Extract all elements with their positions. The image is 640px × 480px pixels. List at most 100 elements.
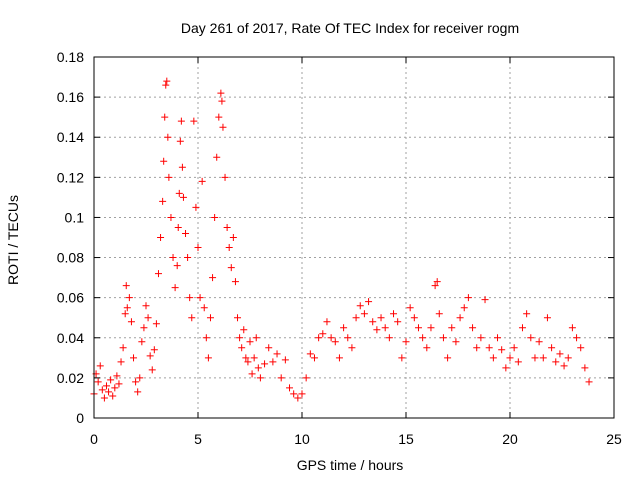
data-point bbox=[211, 213, 219, 221]
data-point bbox=[188, 314, 196, 322]
data-point bbox=[469, 324, 477, 332]
data-point bbox=[560, 362, 568, 370]
data-point bbox=[294, 394, 302, 402]
data-point bbox=[265, 344, 273, 352]
axis-ticks bbox=[93, 56, 615, 419]
data-point bbox=[573, 334, 581, 342]
data-point bbox=[105, 388, 113, 396]
data-point bbox=[115, 380, 123, 388]
data-point bbox=[577, 344, 585, 352]
data-point bbox=[556, 350, 564, 358]
data-point bbox=[331, 338, 339, 346]
data-point bbox=[234, 314, 242, 322]
data-point bbox=[136, 374, 144, 382]
data-point bbox=[94, 378, 102, 386]
chart-title: Day 261 of 2017, Rate Of TEC Index for r… bbox=[181, 20, 519, 36]
data-point bbox=[502, 364, 510, 372]
x-tick-label: 5 bbox=[194, 431, 202, 447]
data-point bbox=[140, 324, 148, 332]
data-point bbox=[174, 223, 182, 231]
data-point bbox=[148, 366, 156, 374]
data-point bbox=[381, 324, 389, 332]
data-point bbox=[506, 354, 514, 362]
data-point bbox=[581, 364, 589, 372]
data-point bbox=[111, 384, 119, 392]
data-point bbox=[130, 354, 138, 362]
data-point bbox=[164, 133, 172, 141]
data-point bbox=[464, 294, 472, 302]
data-point bbox=[406, 304, 414, 312]
data-point bbox=[452, 338, 460, 346]
y-tick-label: 0 bbox=[76, 410, 84, 426]
data-point bbox=[161, 113, 169, 121]
y-tick-label: 0.06 bbox=[57, 290, 84, 306]
data-point bbox=[204, 354, 212, 362]
data-point bbox=[196, 294, 204, 302]
x-tick-label: 0 bbox=[90, 431, 98, 447]
data-point bbox=[127, 318, 135, 326]
data-point bbox=[435, 310, 443, 318]
data-point bbox=[221, 173, 229, 181]
data-point bbox=[169, 254, 177, 262]
data-point bbox=[485, 344, 493, 352]
data-point bbox=[142, 302, 150, 310]
data-point bbox=[165, 173, 173, 181]
data-point bbox=[431, 282, 439, 290]
data-point bbox=[315, 334, 323, 342]
x-tick-label: 10 bbox=[294, 431, 310, 447]
data-point bbox=[510, 344, 518, 352]
data-point bbox=[319, 330, 327, 338]
y-tick-label: 0.18 bbox=[57, 49, 84, 65]
data-point bbox=[146, 352, 154, 360]
data-point bbox=[256, 374, 264, 382]
data-point bbox=[335, 354, 343, 362]
data-point bbox=[150, 346, 158, 354]
data-point bbox=[323, 318, 331, 326]
data-point bbox=[414, 324, 422, 332]
x-tick-label: 25 bbox=[606, 431, 622, 447]
data-point bbox=[138, 338, 146, 346]
data-point bbox=[248, 370, 256, 378]
data-point bbox=[244, 358, 252, 366]
data-point bbox=[132, 378, 140, 386]
data-point bbox=[236, 334, 244, 342]
data-point bbox=[527, 334, 535, 342]
data-point bbox=[123, 304, 131, 312]
data-point bbox=[552, 358, 560, 366]
data-point bbox=[273, 350, 281, 358]
data-point bbox=[134, 388, 142, 396]
data-point bbox=[365, 298, 373, 306]
data-point bbox=[398, 354, 406, 362]
data-point bbox=[173, 262, 181, 270]
data-point bbox=[102, 382, 110, 390]
data-point bbox=[125, 294, 133, 302]
y-axis-label: ROTI / TECUs bbox=[5, 195, 21, 285]
data-point bbox=[122, 282, 130, 290]
data-point bbox=[175, 189, 183, 197]
y-tick-label: 0.04 bbox=[57, 330, 84, 346]
y-tick-label: 0.14 bbox=[57, 129, 84, 145]
data-point bbox=[390, 310, 398, 318]
data-point bbox=[489, 354, 497, 362]
data-point bbox=[113, 372, 121, 380]
data-point bbox=[377, 314, 385, 322]
data-point bbox=[585, 378, 593, 386]
data-point bbox=[543, 314, 551, 322]
data-point bbox=[564, 354, 572, 362]
data-point bbox=[192, 203, 200, 211]
data-point bbox=[254, 364, 262, 372]
data-point bbox=[402, 338, 410, 346]
data-point bbox=[433, 278, 441, 286]
data-point bbox=[277, 374, 285, 382]
data-point bbox=[444, 354, 452, 362]
data-point bbox=[286, 384, 294, 392]
data-point bbox=[217, 89, 225, 97]
data-point bbox=[385, 334, 393, 342]
x-tick-label: 20 bbox=[502, 431, 518, 447]
data-point bbox=[152, 320, 160, 328]
data-point bbox=[190, 117, 198, 125]
data-point bbox=[373, 326, 381, 334]
data-point bbox=[356, 302, 364, 310]
x-axis-label: GPS time / hours bbox=[297, 457, 404, 473]
data-point bbox=[225, 244, 233, 252]
